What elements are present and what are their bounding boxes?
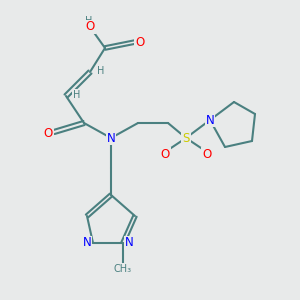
- Text: O: O: [160, 148, 169, 161]
- Text: S: S: [182, 131, 190, 145]
- Text: H: H: [97, 65, 104, 76]
- Text: O: O: [202, 148, 211, 161]
- Text: O: O: [44, 127, 52, 140]
- Text: O: O: [135, 35, 144, 49]
- Text: N: N: [206, 113, 214, 127]
- Text: H: H: [73, 89, 80, 100]
- Text: CH₃: CH₃: [114, 263, 132, 274]
- Text: H: H: [85, 16, 92, 26]
- Text: N: N: [124, 236, 134, 250]
- Text: N: N: [82, 236, 91, 250]
- Text: N: N: [106, 131, 116, 145]
- Text: O: O: [85, 20, 94, 34]
